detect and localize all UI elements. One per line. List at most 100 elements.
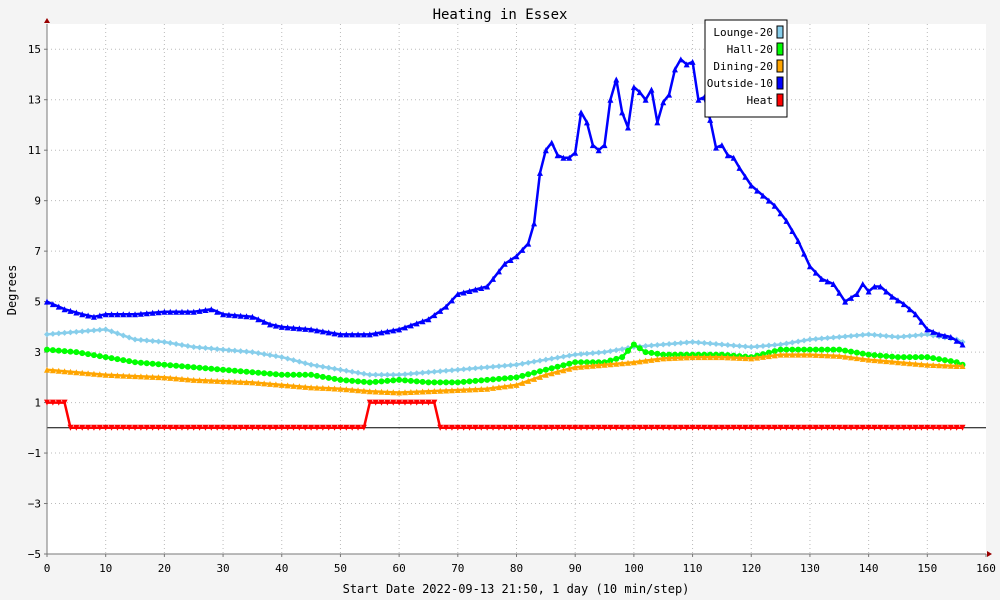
- data-point-outside-10: [718, 142, 725, 149]
- data-point-heat: [108, 424, 115, 431]
- data-point-hall-20: [583, 359, 590, 366]
- data-point-heat: [319, 424, 326, 431]
- data-point-hall-20: [296, 371, 303, 378]
- data-point-dining-20: [683, 354, 690, 361]
- data-point-outside-10: [167, 308, 174, 315]
- data-point-hall-20: [161, 361, 168, 368]
- data-point-dining-20: [947, 362, 954, 369]
- data-point-heat: [601, 424, 608, 431]
- data-point-dining-20: [566, 365, 573, 372]
- series-lounge-20: [44, 326, 966, 378]
- data-point-heat: [748, 424, 755, 431]
- data-point-outside-10: [742, 173, 749, 180]
- data-point-hall-20: [190, 364, 197, 371]
- data-point-outside-10: [302, 325, 309, 332]
- data-point-outside-10: [765, 197, 772, 204]
- y-tick-label: −3: [28, 498, 41, 511]
- data-point-hall-20: [501, 375, 508, 382]
- data-point-dining-20: [137, 373, 144, 380]
- data-point-hall-20: [625, 347, 632, 354]
- data-point-hall-20: [536, 368, 543, 375]
- data-point-dining-20: [372, 388, 379, 395]
- data-point-outside-10: [272, 322, 279, 329]
- data-point-outside-10: [947, 333, 954, 340]
- data-point-dining-20: [759, 353, 766, 360]
- data-point-lounge-20: [360, 370, 367, 377]
- data-point-lounge-20: [859, 331, 866, 338]
- data-point-heat: [795, 424, 802, 431]
- data-point-dining-20: [531, 375, 538, 382]
- data-point-lounge-20: [55, 330, 62, 337]
- data-point-outside-10: [466, 288, 473, 295]
- data-point-outside-10: [396, 326, 403, 333]
- data-point-dining-20: [114, 372, 121, 379]
- data-point-outside-10: [155, 309, 162, 316]
- data-point-lounge-20: [871, 331, 878, 338]
- data-point-lounge-20: [208, 345, 215, 352]
- data-point-lounge-20: [894, 333, 901, 340]
- data-point-heat: [536, 424, 543, 431]
- data-point-hall-20: [671, 351, 678, 358]
- data-point-dining-20: [425, 388, 432, 395]
- y-tick-label: 15: [28, 43, 41, 56]
- data-point-heat: [413, 399, 420, 406]
- data-point-lounge-20: [536, 357, 543, 364]
- data-point-dining-20: [302, 383, 309, 390]
- data-point-lounge-20: [178, 342, 185, 349]
- data-point-outside-10: [906, 306, 913, 313]
- data-point-heat: [513, 424, 520, 431]
- data-point-outside-10: [865, 288, 872, 295]
- data-point-hall-20: [941, 357, 948, 364]
- data-point-hall-20: [642, 349, 649, 356]
- data-point-hall-20: [143, 360, 150, 367]
- data-point-heat: [848, 424, 855, 431]
- data-point-lounge-20: [830, 334, 837, 341]
- data-point-dining-20: [671, 354, 678, 361]
- data-point-outside-10: [460, 289, 467, 296]
- data-point-dining-20: [724, 354, 731, 361]
- x-tick-label: 40: [275, 562, 288, 575]
- data-point-lounge-20: [912, 332, 919, 339]
- data-point-hall-20: [55, 347, 62, 354]
- data-point-dining-20: [912, 360, 919, 367]
- data-point-hall-20: [372, 378, 379, 385]
- data-point-lounge-20: [759, 343, 766, 350]
- data-point-heat: [437, 424, 444, 431]
- data-point-heat: [671, 424, 678, 431]
- data-point-dining-20: [613, 360, 620, 367]
- legend: Lounge-20 Hall-20 Dining-20 Outside-10 Heat: [704, 19, 788, 118]
- data-point-dining-20: [120, 372, 127, 379]
- data-point-dining-20: [61, 368, 68, 375]
- data-point-dining-20: [842, 353, 849, 360]
- data-point-hall-20: [208, 365, 215, 372]
- data-point-lounge-20: [149, 337, 156, 344]
- data-point-lounge-20: [495, 363, 502, 370]
- data-point-lounge-20: [44, 331, 50, 338]
- data-point-lounge-20: [478, 364, 485, 371]
- data-point-dining-20: [454, 386, 461, 393]
- data-point-hall-20: [883, 353, 890, 360]
- data-point-dining-20: [660, 355, 667, 362]
- data-point-outside-10: [454, 291, 461, 298]
- data-point-dining-20: [102, 371, 109, 378]
- data-point-heat: [930, 424, 937, 431]
- data-point-heat: [419, 399, 426, 406]
- data-point-outside-10: [836, 289, 843, 296]
- data-point-outside-10: [490, 275, 497, 282]
- data-point-hall-20: [830, 346, 837, 353]
- data-point-lounge-20: [196, 344, 203, 351]
- data-point-dining-20: [85, 370, 92, 377]
- data-point-lounge-20: [513, 361, 520, 368]
- x-tick-label: 80: [510, 562, 523, 575]
- data-point-outside-10: [102, 311, 109, 318]
- data-point-lounge-20: [730, 342, 737, 349]
- data-point-hall-20: [278, 371, 285, 378]
- data-point-heat: [90, 424, 97, 431]
- data-point-hall-20: [349, 377, 356, 384]
- data-point-dining-20: [384, 388, 391, 395]
- data-point-dining-20: [261, 380, 268, 387]
- data-point-outside-10: [806, 263, 813, 270]
- data-point-lounge-20: [754, 343, 761, 350]
- data-point-outside-10: [290, 324, 297, 331]
- data-point-hall-20: [912, 354, 919, 361]
